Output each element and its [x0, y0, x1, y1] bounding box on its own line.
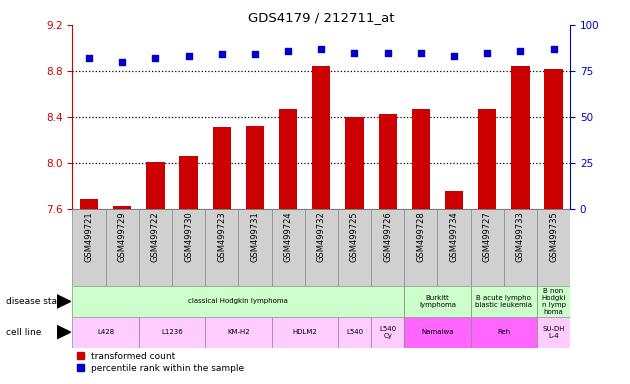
Bar — [404, 317, 471, 348]
Text: Reh: Reh — [497, 329, 510, 335]
Polygon shape — [57, 325, 71, 339]
Text: GSM499724: GSM499724 — [284, 212, 292, 262]
Text: L540
Cy: L540 Cy — [379, 326, 396, 339]
Bar — [72, 317, 139, 348]
Bar — [371, 209, 404, 286]
Text: L540: L540 — [346, 329, 363, 335]
Bar — [180, 156, 198, 209]
Text: Namalwa: Namalwa — [421, 329, 454, 335]
Bar — [537, 286, 570, 317]
Bar — [404, 286, 471, 317]
Point — [117, 59, 127, 65]
Text: GSM499722: GSM499722 — [151, 212, 160, 262]
Bar — [512, 66, 529, 209]
Bar — [471, 286, 537, 317]
Bar — [305, 209, 338, 286]
Text: GSM499731: GSM499731 — [251, 212, 260, 262]
Bar — [139, 209, 172, 286]
Point — [183, 53, 193, 60]
Point — [515, 48, 525, 54]
Text: GSM499726: GSM499726 — [383, 212, 392, 262]
Bar — [72, 286, 404, 317]
Bar — [338, 209, 371, 286]
Bar — [338, 317, 371, 348]
Point — [250, 51, 260, 58]
Bar — [478, 109, 496, 209]
Bar — [246, 126, 264, 209]
Text: GSM499734: GSM499734 — [450, 212, 459, 262]
Bar — [537, 209, 570, 286]
Bar — [537, 317, 570, 348]
Bar — [238, 209, 272, 286]
Bar — [371, 317, 404, 348]
Bar — [80, 199, 98, 209]
Bar — [213, 127, 231, 209]
Text: KM-H2: KM-H2 — [227, 329, 249, 335]
Legend: transformed count, percentile rank within the sample: transformed count, percentile rank withi… — [77, 352, 244, 373]
Point — [84, 55, 94, 61]
Bar — [72, 209, 106, 286]
Bar — [544, 69, 563, 209]
Text: HDLM2: HDLM2 — [292, 329, 317, 335]
Text: disease state: disease state — [6, 297, 67, 306]
Text: SU-DH
L-4: SU-DH L-4 — [542, 326, 565, 339]
Bar — [504, 209, 537, 286]
Text: L1236: L1236 — [161, 329, 183, 335]
Bar — [113, 206, 131, 209]
Bar — [379, 114, 397, 209]
Point — [416, 50, 426, 56]
Text: GSM499723: GSM499723 — [217, 212, 226, 262]
Text: L428: L428 — [97, 329, 114, 335]
Point — [316, 46, 326, 52]
Bar — [279, 109, 297, 209]
Text: GSM499721: GSM499721 — [84, 212, 93, 262]
Bar — [437, 209, 471, 286]
Title: GDS4179 / 212711_at: GDS4179 / 212711_at — [248, 11, 394, 24]
Text: GSM499735: GSM499735 — [549, 212, 558, 262]
Bar — [272, 209, 305, 286]
Bar — [205, 317, 272, 348]
Point — [283, 48, 293, 54]
Text: GSM499728: GSM499728 — [416, 212, 425, 262]
Point — [449, 53, 459, 60]
Text: GSM499725: GSM499725 — [350, 212, 359, 262]
Text: GSM499733: GSM499733 — [516, 212, 525, 262]
Bar — [106, 209, 139, 286]
Point — [482, 50, 492, 56]
Polygon shape — [57, 295, 71, 308]
Point — [350, 50, 360, 56]
Point — [549, 46, 559, 52]
Bar — [312, 66, 330, 209]
Bar — [272, 317, 338, 348]
Text: GSM499729: GSM499729 — [118, 212, 127, 262]
Text: GSM499727: GSM499727 — [483, 212, 491, 262]
Text: GSM499732: GSM499732 — [317, 212, 326, 262]
Bar — [471, 317, 537, 348]
Text: classical Hodgkin lymphoma: classical Hodgkin lymphoma — [188, 298, 289, 305]
Bar — [139, 317, 205, 348]
Bar — [146, 162, 164, 209]
Bar — [412, 109, 430, 209]
Bar — [445, 191, 463, 209]
Bar — [172, 209, 205, 286]
Point — [382, 50, 392, 56]
Text: B acute lympho
blastic leukemia: B acute lympho blastic leukemia — [475, 295, 532, 308]
Bar — [404, 209, 437, 286]
Text: GSM499730: GSM499730 — [184, 212, 193, 262]
Point — [217, 51, 227, 58]
Text: B non
Hodgki
n lymp
homa: B non Hodgki n lymp homa — [541, 288, 566, 315]
Point — [151, 55, 161, 61]
Text: cell line: cell line — [6, 328, 42, 337]
Bar — [205, 209, 238, 286]
Bar — [471, 209, 504, 286]
Text: Burkitt
lymphoma: Burkitt lymphoma — [419, 295, 456, 308]
Bar — [345, 117, 364, 209]
